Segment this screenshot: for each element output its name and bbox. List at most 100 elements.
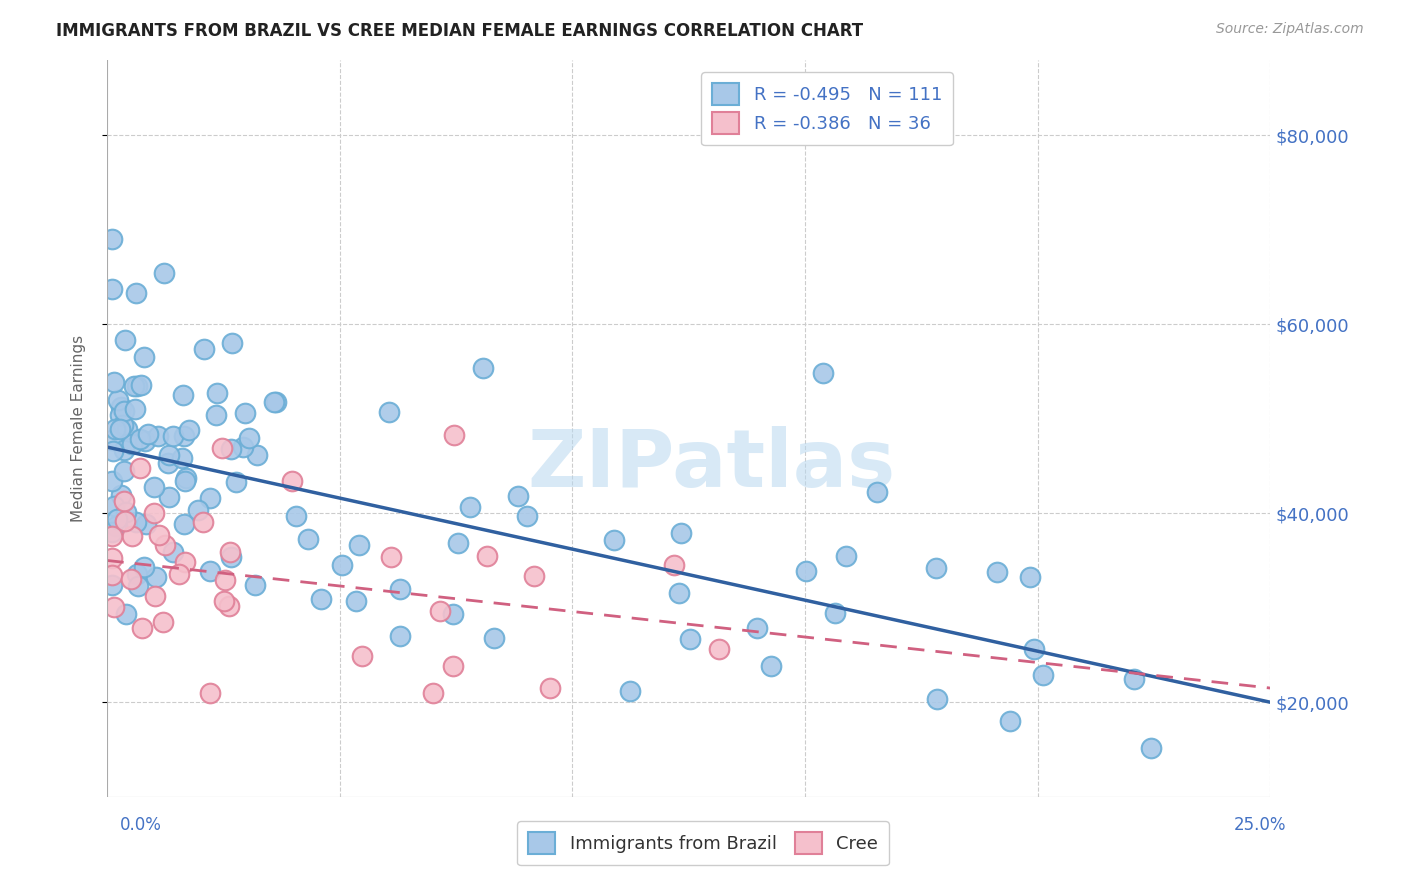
Legend: R = -0.495   N = 111, R = -0.386   N = 36: R = -0.495 N = 111, R = -0.386 N = 36 bbox=[702, 72, 953, 145]
Point bbox=[235, 407, 257, 421]
Point bbox=[238, 431, 260, 445]
Point bbox=[101, 444, 124, 458]
Point bbox=[925, 561, 948, 575]
Point bbox=[100, 567, 122, 582]
Point bbox=[129, 432, 152, 446]
Point bbox=[472, 361, 495, 376]
Text: IMMIGRANTS FROM BRAZIL VS CREE MEDIAN FEMALE EARNINGS CORRELATION CHART: IMMIGRANTS FROM BRAZIL VS CREE MEDIAN FE… bbox=[56, 22, 863, 40]
Point bbox=[193, 342, 215, 356]
Point bbox=[155, 538, 177, 552]
Point bbox=[759, 658, 782, 673]
Point bbox=[134, 434, 156, 448]
Point bbox=[135, 517, 157, 532]
Point bbox=[747, 621, 769, 635]
Point bbox=[263, 394, 285, 409]
Point bbox=[143, 480, 166, 494]
Point bbox=[441, 659, 464, 673]
Point bbox=[114, 514, 136, 528]
Point bbox=[389, 629, 412, 643]
Point bbox=[112, 443, 135, 458]
Point bbox=[120, 572, 142, 586]
Point bbox=[100, 578, 122, 592]
Point bbox=[104, 422, 127, 436]
Point bbox=[142, 506, 165, 520]
Point bbox=[127, 579, 149, 593]
Point bbox=[794, 565, 817, 579]
Point bbox=[516, 508, 538, 523]
Point bbox=[441, 607, 464, 621]
Point bbox=[347, 538, 370, 552]
Point bbox=[114, 333, 136, 347]
Point bbox=[157, 490, 180, 504]
Point bbox=[662, 558, 685, 573]
Point bbox=[1123, 672, 1146, 686]
Point bbox=[174, 474, 197, 488]
Point bbox=[380, 549, 402, 564]
Point bbox=[221, 335, 243, 350]
Point bbox=[103, 375, 125, 389]
Point bbox=[145, 570, 167, 584]
Point bbox=[707, 641, 730, 656]
Point bbox=[475, 549, 498, 563]
Point bbox=[679, 632, 702, 646]
Point bbox=[108, 409, 131, 423]
Point bbox=[429, 604, 451, 618]
Point bbox=[104, 519, 127, 533]
Point bbox=[446, 536, 468, 550]
Point bbox=[173, 516, 195, 531]
Point bbox=[129, 377, 152, 392]
Text: Source: ZipAtlas.com: Source: ZipAtlas.com bbox=[1216, 22, 1364, 37]
Point bbox=[1031, 667, 1053, 681]
Point bbox=[198, 686, 221, 700]
Point bbox=[198, 491, 221, 505]
Point bbox=[813, 366, 835, 380]
Point bbox=[136, 427, 159, 442]
Point bbox=[110, 400, 132, 414]
Point bbox=[157, 448, 180, 462]
Legend: Immigrants from Brazil, Cree: Immigrants from Brazil, Cree bbox=[517, 822, 889, 865]
Point bbox=[177, 423, 200, 437]
Point bbox=[205, 408, 228, 422]
Point bbox=[121, 437, 143, 451]
Point bbox=[207, 386, 229, 401]
Point bbox=[219, 550, 242, 565]
Point bbox=[169, 567, 191, 582]
Point bbox=[172, 451, 194, 466]
Point bbox=[125, 285, 148, 300]
Point bbox=[198, 564, 221, 578]
Point bbox=[174, 555, 197, 569]
Point bbox=[100, 551, 122, 566]
Point bbox=[344, 594, 367, 608]
Point bbox=[146, 429, 169, 443]
Point bbox=[108, 421, 131, 435]
Point bbox=[1019, 570, 1042, 584]
Point bbox=[112, 403, 135, 417]
Point bbox=[172, 387, 194, 401]
Point bbox=[998, 714, 1021, 728]
Point bbox=[330, 558, 353, 573]
Point bbox=[176, 471, 198, 485]
Point bbox=[112, 493, 135, 508]
Point bbox=[225, 475, 247, 489]
Point bbox=[219, 545, 242, 559]
Point bbox=[187, 503, 209, 517]
Point bbox=[100, 529, 122, 543]
Point bbox=[103, 500, 125, 514]
Point bbox=[148, 528, 170, 542]
Point bbox=[112, 464, 135, 478]
Point bbox=[668, 586, 690, 600]
Point bbox=[211, 441, 233, 455]
Point bbox=[121, 529, 143, 543]
Point bbox=[111, 417, 134, 432]
Point bbox=[115, 422, 138, 436]
Point bbox=[214, 573, 236, 587]
Point bbox=[127, 379, 149, 393]
Point bbox=[264, 394, 287, 409]
Point bbox=[129, 460, 152, 475]
Point bbox=[114, 607, 136, 622]
Point bbox=[114, 505, 136, 519]
Point bbox=[131, 621, 153, 635]
Point bbox=[824, 606, 846, 620]
Point bbox=[458, 500, 481, 514]
Point bbox=[105, 512, 128, 526]
